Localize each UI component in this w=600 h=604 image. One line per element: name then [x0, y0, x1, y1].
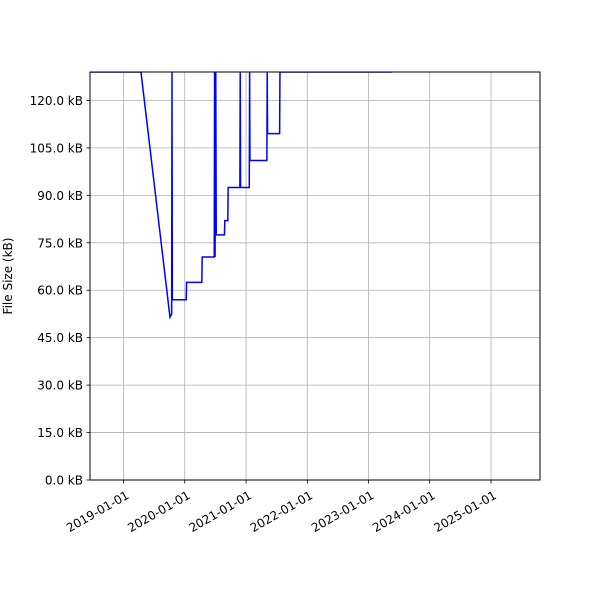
series-layer [90, 72, 392, 320]
y-tick-label: 45.0 kB [37, 331, 83, 345]
y-tick-label: 120.0 kB [30, 94, 83, 108]
y-tick-label: 0.0 kB [45, 474, 83, 488]
y-tick-label: 105.0 kB [30, 141, 83, 155]
y-tick-label: 15.0 kB [37, 426, 83, 440]
plot-area-frame [89, 71, 541, 481]
plot-area-background [90, 72, 540, 480]
series-line-0 [90, 72, 392, 320]
y-axis-label: File Size (kB) [1, 238, 15, 315]
y-tick-label: 60.0 kB [37, 284, 83, 298]
y-tick-label: 30.0 kB [37, 379, 83, 393]
y-tick-label: 75.0 kB [37, 236, 83, 250]
y-tick-label: 90.0 kB [37, 189, 83, 203]
